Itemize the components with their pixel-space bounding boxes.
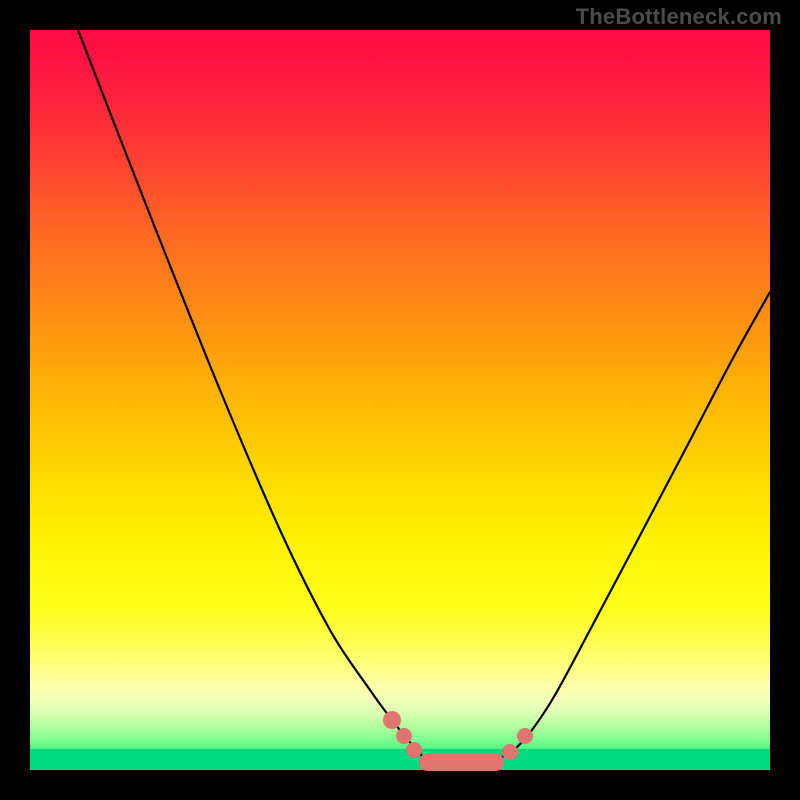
marker-group bbox=[383, 711, 533, 771]
marker-dot bbox=[406, 742, 422, 758]
marker-dot bbox=[396, 728, 412, 744]
marker-dot bbox=[383, 711, 401, 729]
chart-frame: TheBottleneck.com bbox=[0, 0, 800, 800]
marker-dot bbox=[517, 728, 533, 744]
marker-dot bbox=[502, 744, 518, 760]
marker-capsule bbox=[419, 753, 504, 771]
bottleneck-curve bbox=[78, 30, 770, 764]
plot-area bbox=[30, 30, 770, 770]
curve-layer bbox=[30, 30, 770, 770]
watermark-text: TheBottleneck.com bbox=[576, 4, 782, 30]
